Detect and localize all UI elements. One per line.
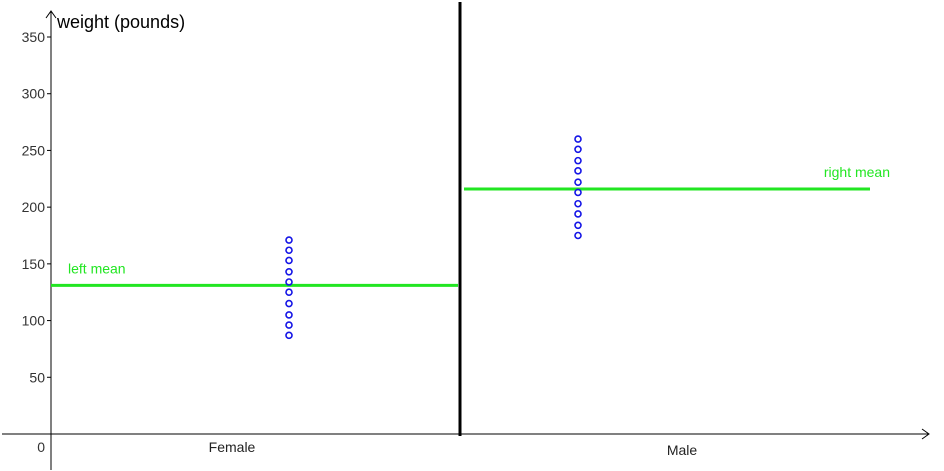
male-data-point	[574, 231, 582, 240]
male-data-point	[574, 156, 582, 165]
male-data-point	[574, 221, 582, 230]
y-tick-label: 150	[22, 256, 46, 272]
female-data-point	[285, 288, 293, 297]
y-tick-label: 100	[22, 313, 46, 329]
y-axis-arrow	[45, 10, 57, 19]
male-data-point	[574, 167, 582, 175]
female-data-point	[285, 246, 293, 255]
male-data-point	[574, 178, 582, 186]
x-axis-arrow	[921, 428, 930, 440]
male-data-point	[574, 199, 582, 208]
y-ticks: 50 100 150 200 250 300 350	[22, 29, 51, 385]
category-label-female: Female	[209, 439, 256, 455]
male-data-point	[574, 210, 582, 218]
y-tick-label: 250	[22, 142, 46, 158]
right-mean-label: right mean	[824, 164, 890, 180]
female-data-point	[285, 267, 293, 276]
female-data-point	[285, 256, 293, 265]
y-axis-title: weight (pounds)	[56, 12, 185, 32]
mean-lines: left mean right mean	[51, 164, 890, 287]
female-data-point	[285, 299, 293, 308]
data-points	[285, 135, 582, 340]
male-data-point	[574, 135, 582, 143]
left-mean-label: left mean	[68, 260, 126, 276]
axes	[2, 2, 930, 470]
y-tick-label: 200	[22, 199, 46, 215]
female-data-point	[285, 278, 293, 286]
female-data-point	[285, 236, 293, 244]
male-data-point	[574, 188, 582, 197]
female-data-point	[285, 311, 293, 319]
y-tick-label: 50	[29, 369, 45, 385]
y-tick-label: 350	[22, 29, 46, 45]
category-label-male: Male	[667, 442, 698, 458]
female-data-point	[285, 321, 293, 329]
y-tick-label: 300	[22, 86, 46, 102]
male-data-point	[574, 145, 582, 154]
female-data-point	[285, 331, 293, 340]
origin-label: 0	[37, 439, 45, 455]
